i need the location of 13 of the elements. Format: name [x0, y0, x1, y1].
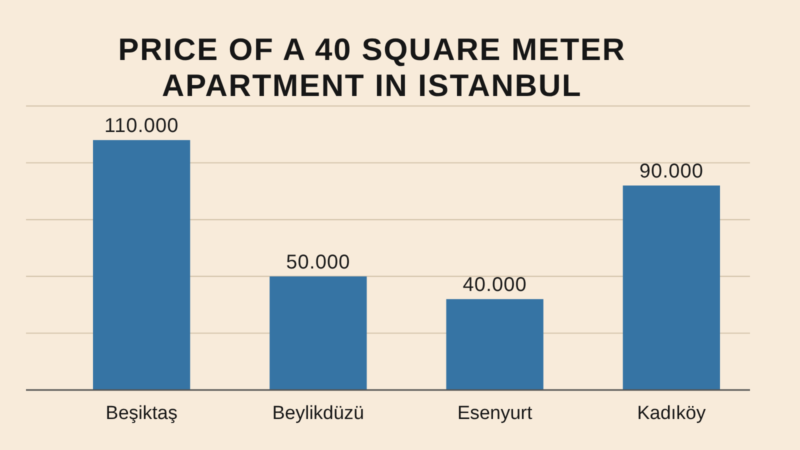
bar: [93, 140, 190, 390]
bar: [270, 276, 367, 390]
data-label: 40.000: [462, 274, 527, 296]
bar: [622, 186, 720, 390]
data-label: 110.000: [104, 115, 179, 138]
chart-title: PRICE OF A 40 SQUARE METER APARTMENT IN ISTANBUL: [118, 32, 626, 103]
x-tick-label: Beylikdüzü: [272, 403, 364, 424]
bar: [446, 299, 544, 390]
data-label: 90.000: [639, 160, 704, 183]
data-label: 50.000: [286, 251, 350, 274]
x-tick-label: Kadıköy: [637, 403, 706, 424]
x-tick-label: Esenyurt: [457, 403, 534, 424]
x-tick-label: Beşiktaş: [106, 403, 178, 424]
